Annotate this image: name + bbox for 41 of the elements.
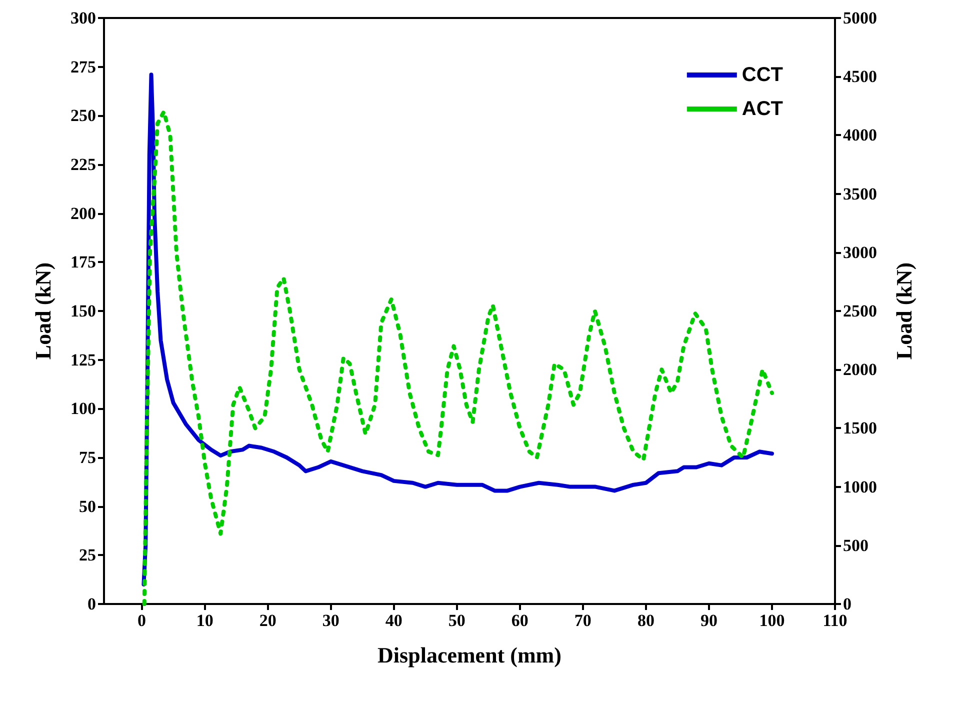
y-tick-label: 0: [88, 594, 96, 614]
x-tick-label: 30: [322, 611, 340, 630]
y2-tick-label: 3000: [843, 242, 877, 262]
y-tick-label: 25: [79, 546, 96, 565]
y2-tick-label: 0: [843, 594, 852, 614]
x-tick-label: 0: [138, 611, 146, 630]
y2-tick-label: 2000: [843, 360, 877, 380]
x-tick-label: 50: [448, 611, 466, 630]
x-tick-label: 80: [637, 611, 654, 630]
legend-label: CCT: [742, 64, 784, 86]
y2-tick-label: 4500: [843, 67, 877, 86]
y2-tick-label: 1500: [843, 418, 877, 438]
x-axis-title: Displacement (mm): [378, 642, 562, 668]
y2-tick-label: 5000: [843, 8, 877, 28]
y-tick-label: 100: [70, 399, 96, 418]
legend-label: ACT: [742, 98, 784, 120]
y-tick-label: 125: [70, 350, 96, 370]
y-tick-label: 250: [70, 106, 96, 126]
y2-tick-label: 3500: [843, 184, 877, 204]
y2-tick-label: 1000: [843, 477, 877, 496]
x-tick-label: 70: [574, 611, 592, 630]
y2-tick-label: 4000: [843, 126, 877, 145]
y-tick-label: 200: [70, 204, 96, 223]
y-tick-label: 75: [79, 448, 96, 467]
x-tick-label: 60: [511, 611, 528, 630]
x-tick-label: 20: [259, 611, 276, 630]
y-tick-label: 225: [70, 155, 96, 174]
x-tick-label: 100: [759, 611, 785, 630]
x-tick-label: 110: [822, 611, 848, 630]
y-tick-label: 275: [70, 57, 96, 76]
y2-axis-title: Load (kN): [892, 262, 916, 360]
y-axis-title: Load (kN): [30, 262, 56, 360]
y-tick-label: 150: [70, 302, 96, 320]
y-tick-label: 50: [79, 496, 96, 516]
y2-tick-label: 2500: [843, 302, 877, 320]
x-tick-label: 10: [196, 611, 214, 630]
x-tick-label: 90: [700, 611, 718, 630]
x-tick-label: 40: [385, 611, 402, 630]
y-tick-label: 300: [70, 8, 96, 28]
y2-tick-label: 500: [843, 536, 868, 555]
y-tick-label: 175: [70, 252, 96, 272]
